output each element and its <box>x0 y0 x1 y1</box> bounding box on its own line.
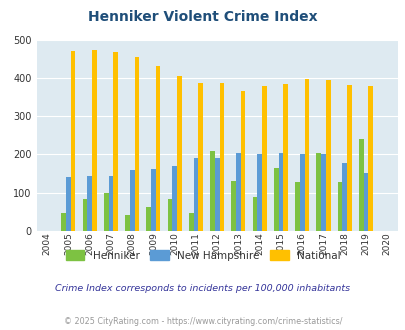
Bar <box>66 178 70 231</box>
Bar <box>283 84 287 231</box>
Bar <box>167 199 172 231</box>
Bar <box>273 168 278 231</box>
Bar <box>61 213 66 231</box>
Bar <box>278 153 283 231</box>
Bar <box>363 173 367 231</box>
Bar <box>346 85 351 231</box>
Text: Henniker Violent Crime Index: Henniker Violent Crime Index <box>88 10 317 24</box>
Bar <box>261 86 266 231</box>
Bar <box>341 163 346 231</box>
Bar <box>236 153 240 231</box>
Legend: Henniker, New Hampshire, National: Henniker, New Hampshire, National <box>61 246 344 265</box>
Text: Crime Index corresponds to incidents per 100,000 inhabitants: Crime Index corresponds to incidents per… <box>55 284 350 293</box>
Bar <box>210 151 214 231</box>
Bar <box>125 215 130 231</box>
Bar <box>146 207 151 231</box>
Bar <box>193 158 198 231</box>
Bar <box>240 90 245 231</box>
Bar <box>104 193 108 231</box>
Bar <box>315 152 320 231</box>
Bar <box>358 139 363 231</box>
Bar <box>299 154 304 231</box>
Bar <box>92 50 96 231</box>
Bar <box>325 80 330 231</box>
Bar <box>151 169 156 231</box>
Bar <box>177 76 181 231</box>
Bar <box>87 176 92 231</box>
Bar <box>219 83 224 231</box>
Bar <box>108 176 113 231</box>
Bar <box>252 197 257 231</box>
Bar <box>113 52 118 231</box>
Bar <box>83 199 87 231</box>
Bar <box>231 181 236 231</box>
Bar <box>367 86 372 231</box>
Bar <box>337 182 341 231</box>
Bar <box>320 154 325 231</box>
Bar <box>156 66 160 231</box>
Bar <box>214 158 219 231</box>
Bar <box>257 154 261 231</box>
Text: © 2025 CityRating.com - https://www.cityrating.com/crime-statistics/: © 2025 CityRating.com - https://www.city… <box>64 317 341 326</box>
Bar <box>130 170 134 231</box>
Bar <box>134 57 139 231</box>
Bar <box>172 166 177 231</box>
Bar <box>70 51 75 231</box>
Bar <box>304 79 309 231</box>
Bar <box>188 213 193 231</box>
Bar <box>198 83 202 231</box>
Bar <box>294 182 299 231</box>
